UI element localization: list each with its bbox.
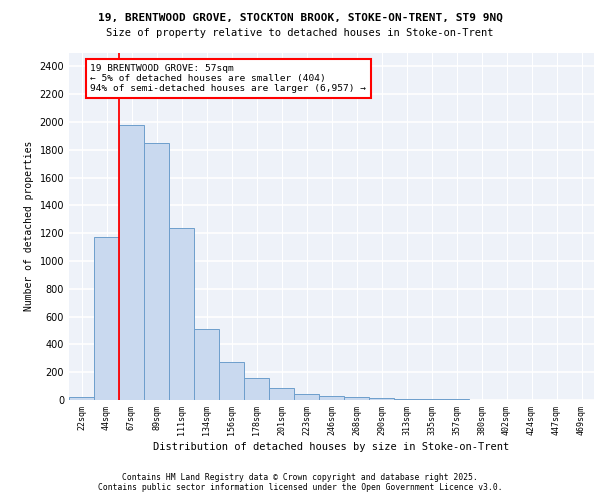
Bar <box>294 394 319 400</box>
Text: Size of property relative to detached houses in Stoke-on-Trent: Size of property relative to detached ho… <box>106 28 494 38</box>
Bar <box>369 398 394 400</box>
Bar <box>269 388 294 400</box>
Bar <box>119 126 144 400</box>
X-axis label: Distribution of detached houses by size in Stoke-on-Trent: Distribution of detached houses by size … <box>154 442 509 452</box>
Bar <box>344 396 369 400</box>
Bar <box>169 228 194 400</box>
Bar <box>194 329 219 400</box>
Text: 19, BRENTWOOD GROVE, STOCKTON BROOK, STOKE-ON-TRENT, ST9 9NQ: 19, BRENTWOOD GROVE, STOCKTON BROOK, STO… <box>97 12 503 22</box>
Bar <box>69 396 94 400</box>
Bar <box>219 362 244 400</box>
Bar <box>94 236 119 400</box>
Text: Contains HM Land Registry data © Crown copyright and database right 2025.: Contains HM Land Registry data © Crown c… <box>122 474 478 482</box>
Bar <box>319 396 344 400</box>
Text: Contains public sector information licensed under the Open Government Licence v3: Contains public sector information licen… <box>98 484 502 492</box>
Bar <box>244 378 269 400</box>
Text: 19 BRENTWOOD GROVE: 57sqm
← 5% of detached houses are smaller (404)
94% of semi-: 19 BRENTWOOD GROVE: 57sqm ← 5% of detach… <box>90 64 366 94</box>
Bar <box>144 143 169 400</box>
Bar <box>394 399 419 400</box>
Y-axis label: Number of detached properties: Number of detached properties <box>24 141 34 312</box>
